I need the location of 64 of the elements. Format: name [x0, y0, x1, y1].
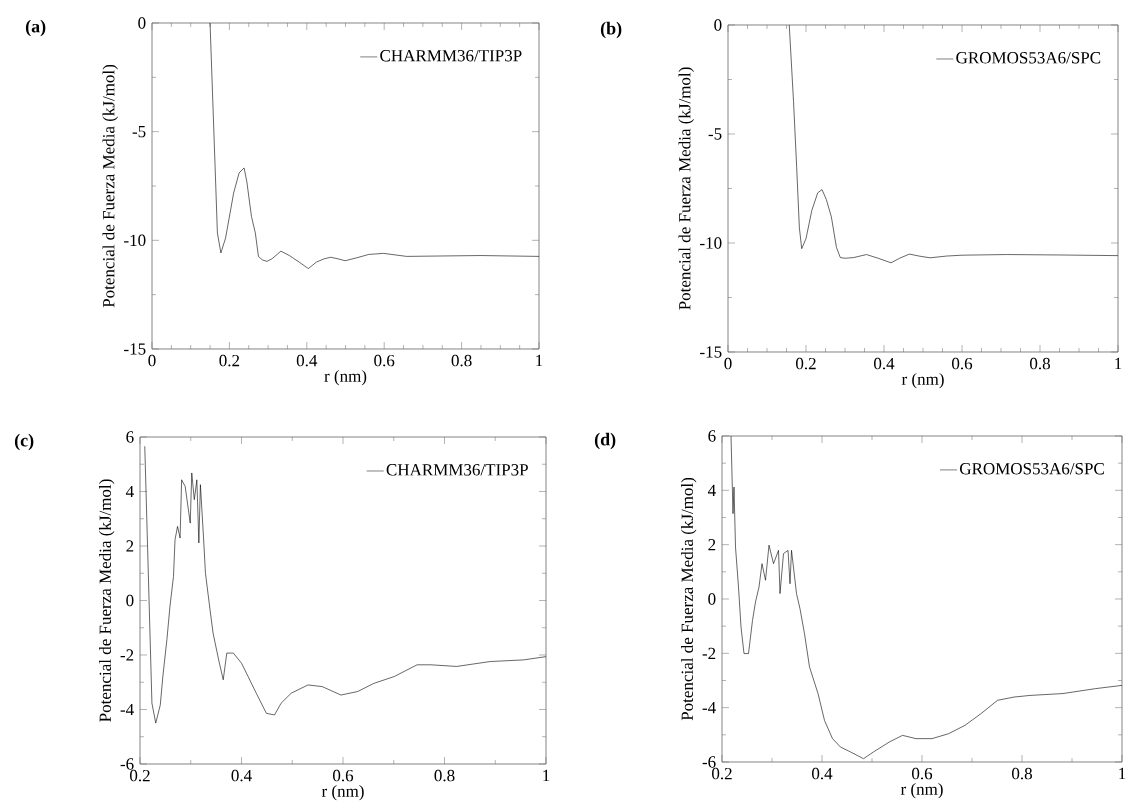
- y-tick-label: 4: [707, 484, 716, 496]
- x-tick-label: 0.2: [219, 354, 240, 367]
- x-tick-label: 0: [148, 354, 156, 367]
- chart-title: (a): [25, 19, 46, 37]
- legend-label: GROMOS53A6/SPC: [956, 52, 1101, 64]
- y-tick-label: -5: [132, 126, 146, 138]
- x-tick-label: 0.8: [451, 354, 472, 367]
- y-tick-label: -2: [120, 649, 134, 661]
- y-tick-label: -4: [120, 703, 134, 716]
- y-axis-title: Potencial de Fuerza Media (kJ/mol): [99, 479, 115, 722]
- legend-label: GROMOS53A6/SPC: [960, 463, 1104, 475]
- y-tick-label: -2: [702, 647, 716, 659]
- x-tick-label: 0.2: [712, 767, 732, 780]
- y-axis-title: Potencial de Fuerza Media (kJ/mol): [678, 67, 694, 310]
- y-tick-label: 4: [125, 485, 134, 498]
- x-tick-label: 0.8: [1012, 767, 1032, 780]
- x-tick-label: 1: [1115, 357, 1122, 370]
- line-series: [209, 22, 540, 269]
- chart-title: (b): [600, 21, 622, 39]
- x-tick-label: 0.8: [1030, 357, 1050, 370]
- line-series: [730, 435, 1123, 760]
- x-tick-label: 0.6: [374, 354, 395, 367]
- x-tick-label: 0.6: [333, 769, 354, 782]
- y-tick-label: -4: [702, 702, 716, 714]
- x-axis-title: r (nm): [324, 369, 367, 386]
- y-axis-title: Potencial de Fuerza Media (kJ/mol): [681, 477, 697, 721]
- x-tick-label: 0.2: [130, 769, 150, 782]
- y-tick-label: -15: [700, 346, 722, 358]
- y-tick-label: 0: [126, 594, 134, 607]
- line-series: [788, 24, 1119, 264]
- y-tick-label: -10: [700, 237, 722, 249]
- y-tick-label: 6: [126, 431, 134, 443]
- x-tick-label: 1: [543, 769, 550, 782]
- chart-title: (c): [14, 433, 34, 451]
- y-tick-label: 0: [138, 17, 146, 29]
- y-tick-label: 0: [714, 19, 722, 31]
- x-tick-label: 0.4: [231, 769, 252, 782]
- y-tick-label: -5: [708, 128, 722, 140]
- x-axis-title: r (nm): [321, 784, 364, 801]
- y-tick-label: 2: [708, 539, 716, 551]
- x-tick-label: 0.6: [952, 357, 973, 370]
- x-tick-label: 0.4: [296, 354, 318, 367]
- x-tick-label: 1: [536, 354, 543, 367]
- y-tick-label: 2: [126, 540, 134, 552]
- y-tick-label: -6: [120, 758, 134, 770]
- x-tick-label: 0.8: [434, 769, 455, 782]
- y-tick-label: -6: [702, 756, 716, 768]
- x-axis-title: r (nm): [901, 372, 944, 389]
- y-tick-label: -15: [124, 343, 146, 355]
- y-tick-label: 6: [708, 430, 716, 442]
- x-tick-label: 0.4: [812, 767, 833, 780]
- x-tick-label: 1: [1119, 767, 1126, 780]
- x-axis-title: r (nm): [900, 782, 943, 799]
- x-tick-label: 0: [724, 357, 732, 370]
- chart-title: (d): [594, 432, 616, 450]
- y-tick-label: 0: [708, 593, 716, 605]
- line-series: [144, 445, 546, 724]
- y-tick-label: -10: [124, 234, 146, 247]
- x-tick-label: 0.4: [874, 357, 895, 370]
- y-axis-title: Potencial de Fuerza Media (kJ/mol): [102, 64, 118, 308]
- x-tick-label: 0.2: [796, 357, 816, 370]
- x-tick-label: 0.6: [912, 767, 933, 780]
- legend-label: CHARMM36/TIP3P: [386, 464, 528, 476]
- legend-label: CHARMM36/TIP3P: [380, 50, 522, 62]
